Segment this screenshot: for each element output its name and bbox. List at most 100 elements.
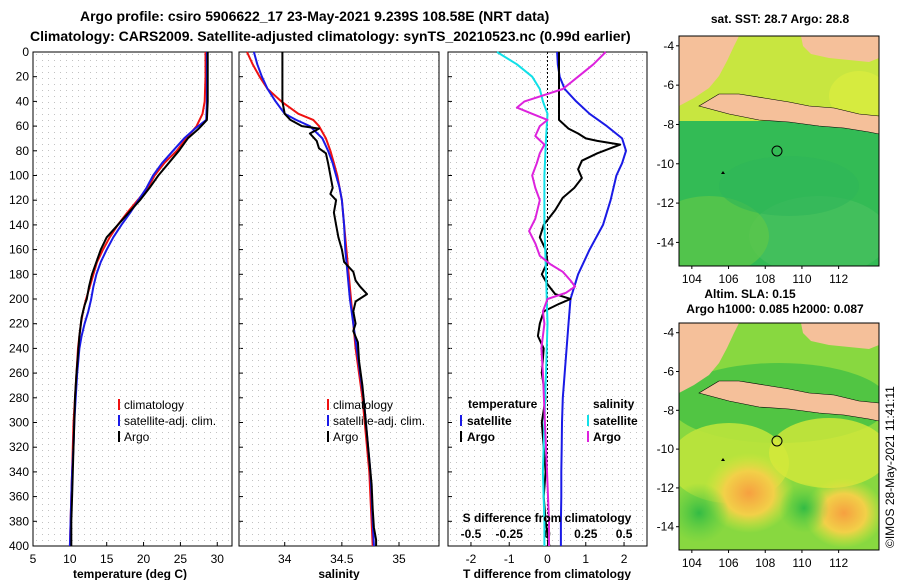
salinity-lines — [246, 51, 378, 547]
depth-tick-label: 260 — [9, 366, 29, 380]
legend-s-satellite: satellite — [593, 414, 638, 428]
salinity-legend: climatology satellite-adj. clim. Argo — [327, 398, 425, 444]
x-tick-label: 35 — [392, 552, 406, 566]
legend-temperature-header: temperature — [468, 397, 538, 411]
x-tick-label: -2 — [466, 552, 477, 566]
lat-tick-label: -8 — [663, 117, 674, 131]
java-land — [698, 93, 879, 135]
lat-tick-label: -8 — [663, 403, 674, 417]
series-s-argo — [515, 51, 607, 546]
legend-satellite-adj: satellite-adj. clim. — [124, 414, 216, 428]
lon-tick-label: 106 — [719, 556, 739, 570]
sst-lon-ticks: 104 106 108 110 112 — [682, 266, 849, 286]
lat-tick-label: -14 — [657, 235, 675, 249]
legend-t-argo: Argo — [467, 430, 495, 444]
depth-tick-label: 100 — [9, 169, 29, 183]
legend-argo: Argo — [124, 430, 150, 444]
lon-tick-label: 108 — [755, 272, 775, 286]
lat-tick-label: -4 — [663, 39, 674, 53]
lat-tick-label: -14 — [657, 520, 675, 534]
argo-position-marker — [771, 145, 783, 157]
sst-map-title: sat. SST: 28.7 Argo: 28.8 — [711, 12, 850, 26]
x-tick-label: 0 — [544, 552, 551, 566]
lat-tick-label: -12 — [657, 481, 675, 495]
lon-tick-label: 112 — [829, 272, 848, 286]
java-land — [698, 380, 879, 422]
legend-climatology: climatology — [124, 398, 184, 412]
x-tick-label: 34 — [278, 552, 292, 566]
lat-tick-label: -10 — [657, 157, 675, 171]
s-difference-tick-label: 0.25 — [574, 527, 598, 541]
depth-tick-label: 120 — [9, 193, 29, 207]
temperature-panel: 0 20 40 60 80 100 120 140 160 180 200 220 240 260 280 3… — [9, 45, 452, 580]
depth-tick-label: 180 — [9, 267, 29, 281]
salinity-tick-labels: 34 34.5 35 — [278, 542, 406, 566]
depth-tick-label: 340 — [9, 465, 29, 479]
temperature-legend: climatology satellite-adj. clim. Argo — [118, 398, 216, 444]
x-tick-label: 2 — [621, 552, 628, 566]
s-difference-tick-label: 0.5 — [616, 527, 633, 541]
x-tick-label: 1 — [582, 552, 589, 566]
t-difference-tick-labels: -2 -1 0 1 2 — [466, 542, 628, 566]
depth-tick-labels: 0 20 40 60 80 100 120 140 160 180 200 220 240 260 280 3… — [9, 45, 452, 553]
borneo-land — [801, 36, 879, 62]
sla-lat-ticks: -4 -6 -8 -10 -12 -14 — [657, 326, 679, 534]
salinity-axis-label: salinity — [318, 567, 360, 580]
depth-tick-label: 200 — [9, 292, 29, 306]
temperature-tick-labels: 5 10 15 20 25 30 — [30, 542, 225, 566]
lon-tick-label: 104 — [682, 556, 702, 570]
x-tick-label: 34.5 — [330, 552, 354, 566]
depth-tick-label: 20 — [16, 70, 30, 84]
legend-salinity-header: salinity — [593, 397, 635, 411]
depth-tick-label: 220 — [9, 317, 29, 331]
depth-tick-label: 60 — [16, 119, 30, 133]
depth-tick-label: 160 — [9, 243, 29, 257]
series-argo — [70, 52, 209, 546]
difference-lines — [496, 51, 627, 547]
lon-tick-label: 112 — [829, 556, 848, 570]
imos-credit: ©IMOS 28-May-2021 11:41:11 — [883, 386, 897, 548]
lat-tick-label: -6 — [663, 365, 674, 379]
series-t-satellite — [556, 51, 627, 546]
lon-tick-label: 104 — [682, 272, 702, 286]
depth-tick-label: 240 — [9, 341, 29, 355]
lat-tick-label: -4 — [663, 326, 674, 340]
lat-tick-label: -12 — [657, 196, 675, 210]
depth-tick-label: 400 — [9, 539, 29, 553]
x-tick-label: 30 — [211, 552, 225, 566]
borneo-land — [801, 323, 879, 349]
depth-tick-label: 300 — [9, 416, 29, 430]
lat-tick-label: -10 — [657, 442, 675, 456]
depth-tick-label: 360 — [9, 490, 29, 504]
sla-map-title: Altim. SLA: 0.15 — [704, 287, 796, 301]
x-tick-label: -1 — [504, 552, 515, 566]
sst-lat-ticks: -4 -6 -8 -10 -12 -14 — [657, 39, 679, 249]
lon-tick-label: 110 — [792, 272, 811, 286]
title-line-2: Climatology: CARS2009. Satellite-adjuste… — [30, 28, 631, 44]
legend-s-argo: Argo — [593, 430, 621, 444]
depth-tick-label: 140 — [9, 218, 29, 232]
legend-climatology: climatology — [333, 398, 393, 412]
depth-tick-label: 0 — [22, 45, 29, 59]
sla-lon-ticks: 104 106 108 110 112 — [682, 550, 849, 570]
depth-tick-label: 380 — [9, 514, 29, 528]
series-argo — [281, 52, 378, 546]
series-s-satellite — [496, 51, 549, 546]
x-tick-label: 20 — [137, 552, 151, 566]
depth-tick-label: 320 — [9, 440, 29, 454]
s-difference-tick-label: -0.25 — [496, 527, 524, 541]
borneo-sumatra-land — [679, 36, 739, 106]
x-tick-label: 10 — [63, 552, 77, 566]
borneo-sumatra-land — [679, 323, 739, 393]
x-tick-label: 25 — [174, 552, 188, 566]
difference-legend: temperature satellite Argo salinity sate… — [460, 397, 638, 444]
depth-tick-label: 40 — [16, 94, 30, 108]
temperature-lines — [68, 52, 209, 547]
sst-map: sat. SST: 28.7 Argo: 28.8 -4 -6 -8 -10 -12 -1… — [657, 12, 880, 286]
difference-panel: -2 -1 0 1 2 -0.5 -0.25 0 0.25 0.5 temperature sa… — [447, 51, 648, 580]
s-difference-tick-label: -0.5 — [461, 527, 482, 541]
depth-tick-label: 280 — [9, 391, 29, 405]
legend-t-satellite: satellite — [467, 414, 512, 428]
lon-tick-label: 110 — [792, 556, 811, 570]
